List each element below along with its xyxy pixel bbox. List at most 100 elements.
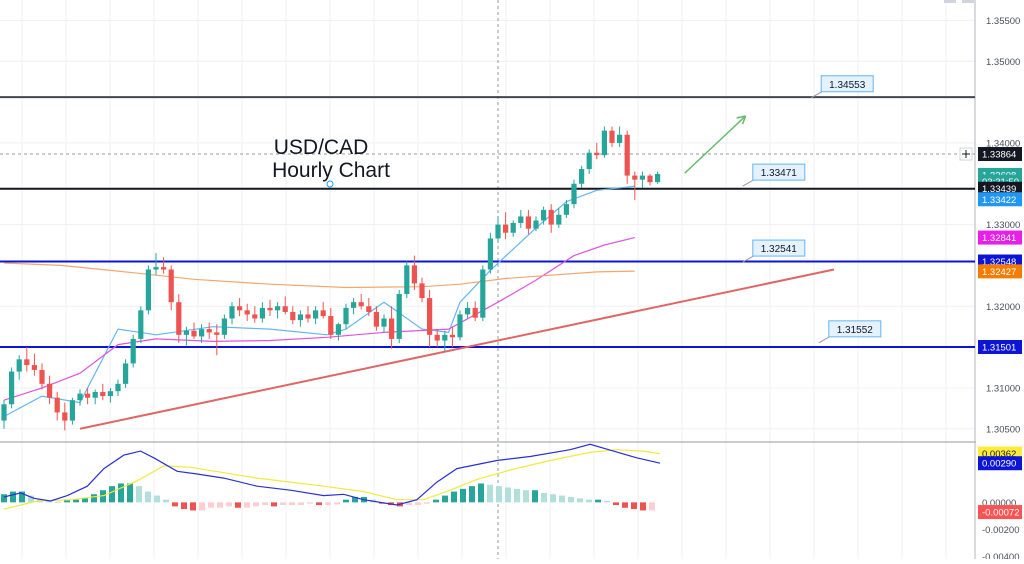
menu-icon[interactable] xyxy=(944,0,956,3)
price-badge-bg xyxy=(978,230,1022,245)
macd-pane xyxy=(1,443,661,511)
candle-body xyxy=(518,216,524,223)
macd-tick-label: -0.00200 xyxy=(982,525,1020,536)
macd-histogram-bar xyxy=(622,502,628,508)
candle-body xyxy=(252,314,258,319)
candle-body xyxy=(214,332,220,335)
candles xyxy=(1,126,661,431)
macd-histogram-bar xyxy=(487,484,493,503)
price-badge: 1.32841 xyxy=(982,233,1016,244)
macd-histogram-bar xyxy=(1,494,7,503)
macd-histogram-bar xyxy=(334,502,340,505)
price-tick-label: 1.31000 xyxy=(986,383,1020,394)
macd-histogram-bar xyxy=(442,495,448,503)
price-badge-bg xyxy=(978,340,1022,355)
macd-histogram-bar xyxy=(289,502,295,506)
macd-histogram-bar xyxy=(172,502,178,507)
candle-body xyxy=(259,307,265,319)
macd-histogram-bar xyxy=(307,502,313,504)
macd-histogram-bar xyxy=(19,491,25,503)
candle-body xyxy=(601,130,607,156)
macd-histogram-bar xyxy=(28,495,34,503)
candle-body xyxy=(24,359,30,366)
candle-body xyxy=(617,134,623,143)
macd-histogram-bar xyxy=(127,483,133,503)
candle-body xyxy=(31,365,37,370)
macd-histogram-bar xyxy=(226,502,232,507)
candle-body xyxy=(123,363,129,384)
macd-histogram-bar xyxy=(532,490,538,503)
macd-histogram-bar xyxy=(208,502,214,508)
candle-body xyxy=(639,175,645,180)
trend-arrow-head xyxy=(736,115,747,125)
candle-body xyxy=(153,267,159,270)
macd-histogram-bar xyxy=(271,502,277,507)
chart-title-line: Hourly Chart xyxy=(272,159,390,182)
candle-body xyxy=(647,175,653,183)
price-tick-label: 1.30500 xyxy=(986,424,1020,435)
price-tick-label: 1.35500 xyxy=(986,16,1020,27)
moving-average-line xyxy=(3,237,635,401)
macd-histogram-bar xyxy=(316,502,322,506)
callout-box xyxy=(752,163,806,181)
candle-body xyxy=(525,216,531,229)
candle-body xyxy=(472,307,478,318)
candle-body xyxy=(145,269,151,311)
axis-background xyxy=(976,0,1024,559)
macd-histogram-bar xyxy=(46,501,52,503)
candle-body xyxy=(343,307,349,325)
macd-badge: 0.00290 xyxy=(982,459,1016,470)
macd-histogram-bar xyxy=(604,501,610,503)
price-tick-label: 1.35000 xyxy=(986,57,1020,68)
macd-histogram-bar xyxy=(136,486,142,503)
macd-histogram-bar xyxy=(325,502,331,506)
macd-histogram-bar xyxy=(640,502,646,511)
settings-icon[interactable] xyxy=(962,0,974,3)
macd-histogram-bar xyxy=(451,491,457,503)
price-axis: 1.35500 1.35000 1.34000 1.33000 1.32000 1.310… xyxy=(959,0,1024,563)
candle-body xyxy=(115,383,121,392)
macd-histogram-bar xyxy=(73,499,79,503)
macd-histogram-bar xyxy=(460,488,466,503)
macd-histogram-bar xyxy=(469,486,475,503)
macd-histogram-bar xyxy=(55,501,61,503)
candle-body xyxy=(221,318,227,335)
macd-line xyxy=(3,443,661,506)
macd-histogram-bar xyxy=(181,502,187,510)
candle-body xyxy=(419,283,425,299)
chart-title: USD/CAD Hourly Chart xyxy=(272,136,390,182)
macd-histogram-bar xyxy=(568,496,574,503)
candle-body xyxy=(244,310,250,315)
price-badge: 1.33864 xyxy=(982,150,1016,161)
candle-body xyxy=(328,316,334,335)
moving-averages xyxy=(3,185,635,418)
candle-body xyxy=(100,392,106,397)
macd-histogram-bar xyxy=(217,502,223,508)
price-callouts: 1.34553 1.33471 1.32541 1.31552 xyxy=(742,75,882,344)
candle-body xyxy=(191,330,197,337)
macd-histogram-bar xyxy=(82,498,88,503)
candle-body xyxy=(62,412,68,421)
candle-body xyxy=(47,383,53,398)
price-badge: 1.31501 xyxy=(982,343,1016,354)
candle-body xyxy=(396,294,402,339)
candle-body xyxy=(563,204,569,215)
price-badge-bg xyxy=(978,147,1022,162)
candle-body xyxy=(404,265,410,294)
candle-body xyxy=(335,324,341,335)
macd-histogram-bar xyxy=(631,502,637,510)
chart-title-line: USD/CAD xyxy=(274,136,369,159)
candle-body xyxy=(54,397,60,413)
price-tick-label: 1.34000 xyxy=(986,138,1020,149)
callout-label: 1.31552 xyxy=(837,325,874,336)
callout-label: 1.33471 xyxy=(761,168,798,179)
macd-histogram-bar xyxy=(559,495,565,503)
candle-body xyxy=(594,152,600,156)
macd-histogram-bar xyxy=(352,496,358,503)
candle-body xyxy=(533,220,539,229)
title-anchor-handle[interactable] xyxy=(326,180,334,188)
callout-box xyxy=(820,75,874,93)
trend-arrow xyxy=(684,115,747,174)
candle-body xyxy=(632,175,638,180)
